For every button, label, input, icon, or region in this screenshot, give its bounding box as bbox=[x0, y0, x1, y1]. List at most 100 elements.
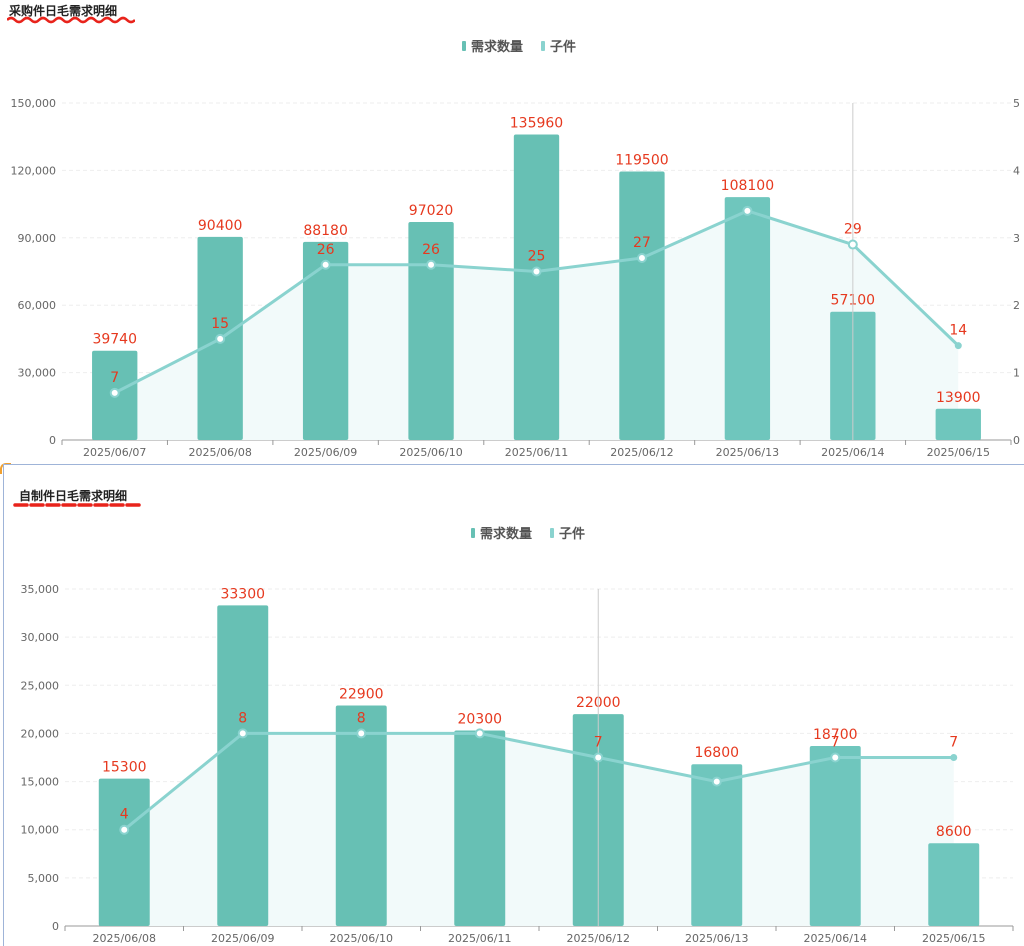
y-tick-label: 35,000 bbox=[21, 583, 60, 596]
line-point bbox=[950, 754, 958, 761]
y-tick-label: 20,000 bbox=[21, 727, 60, 740]
bar-swatch-icon bbox=[471, 527, 475, 538]
x-tick-label: 2025/06/13 bbox=[716, 446, 779, 459]
y-tick-label: 60,000 bbox=[18, 299, 57, 312]
x-tick-label: 2025/06/12 bbox=[567, 932, 630, 945]
line-point bbox=[742, 205, 753, 216]
x-tick-label: 2025/06/07 bbox=[83, 446, 146, 459]
bar-value-label: 15300 bbox=[102, 760, 147, 776]
line-point bbox=[320, 259, 331, 270]
y-tick-label: 0 bbox=[52, 920, 59, 933]
line-point bbox=[119, 824, 130, 835]
title-underline bbox=[7, 16, 135, 24]
purchased-parts-chart: 150,000 120,000 90,000 60,000 30,000 0 5 4 3 2 1 0 2… bbox=[11, 97, 1021, 459]
bar-value-label: 90400 bbox=[198, 218, 243, 234]
y2-tick-label: 2 bbox=[1013, 299, 1020, 312]
line-point bbox=[531, 266, 542, 277]
x-tick-label: 2025/06/15 bbox=[927, 446, 990, 459]
line-area bbox=[124, 733, 954, 926]
line-point bbox=[711, 776, 722, 787]
series-line bbox=[123, 731, 954, 831]
bar bbox=[928, 843, 980, 926]
chart-legend: 需求数量 子件 bbox=[471, 523, 585, 542]
bar-value-label: 16800 bbox=[694, 745, 739, 761]
legend-item-subparts[interactable]: 子件 bbox=[550, 523, 585, 542]
bar-value-label: 18700 bbox=[813, 727, 858, 743]
x-tick-label: 2025/06/14 bbox=[804, 932, 867, 945]
bar bbox=[724, 197, 771, 440]
y2-tick-label: 4 bbox=[1013, 164, 1020, 177]
line-point bbox=[636, 253, 647, 264]
line-point bbox=[474, 728, 485, 739]
bar-value-label: 119500 bbox=[615, 153, 668, 169]
legend-label: 需求数量 bbox=[471, 40, 524, 55]
line-point bbox=[593, 752, 604, 763]
x-tick-label: 2025/06/15 bbox=[922, 932, 985, 945]
bar bbox=[335, 705, 387, 926]
bar bbox=[98, 778, 150, 926]
line-value-label: 29 bbox=[844, 222, 862, 238]
legend-label: 子件 bbox=[550, 40, 577, 55]
bar bbox=[935, 408, 981, 440]
y-tick-label: 5,000 bbox=[28, 872, 60, 885]
y2-tick-label: 5 bbox=[1013, 97, 1020, 110]
x-tick-label: 2025/06/11 bbox=[448, 932, 511, 945]
line-point bbox=[356, 728, 367, 739]
manufactured-parts-chart: 35,000 30,000 25,000 20,000 15,000 10,000 5,00… bbox=[21, 583, 1014, 945]
line-swatch-icon bbox=[541, 40, 546, 51]
line-value-label: 4 bbox=[120, 807, 129, 823]
line-value-label: 14 bbox=[949, 323, 967, 339]
bar bbox=[302, 241, 349, 440]
line-point bbox=[109, 387, 120, 398]
line-point bbox=[847, 239, 858, 250]
y2-tick-label: 0 bbox=[1013, 434, 1020, 447]
bar bbox=[408, 222, 454, 440]
line-point bbox=[215, 333, 226, 344]
y-tick-label: 30,000 bbox=[21, 631, 60, 644]
bar-value-label: 33300 bbox=[220, 586, 265, 602]
y-tick-label: 15,000 bbox=[21, 776, 60, 789]
x-tick-label: 2025/06/10 bbox=[399, 446, 462, 459]
y-tick-label: 25,000 bbox=[21, 679, 60, 692]
x-tick-label: 2025/06/08 bbox=[93, 932, 156, 945]
x-tick-label: 2025/06/09 bbox=[294, 446, 357, 459]
bar-value-label: 97020 bbox=[409, 203, 454, 219]
y2-tick-label: 3 bbox=[1013, 232, 1020, 245]
line-value-label: 26 bbox=[317, 242, 335, 258]
bar bbox=[217, 605, 269, 926]
y-tick-label: 0 bbox=[49, 434, 56, 447]
bar-value-label: 20300 bbox=[457, 712, 502, 728]
bar bbox=[809, 745, 861, 926]
bar-value-label: 8600 bbox=[936, 824, 972, 840]
bar-swatch-icon bbox=[462, 40, 466, 51]
line-swatch-icon bbox=[550, 527, 555, 538]
bar-value-label: 135960 bbox=[510, 116, 563, 132]
bar-value-label: 22900 bbox=[339, 687, 384, 703]
x-tick-label: 2025/06/10 bbox=[330, 932, 393, 945]
line-value-label: 8 bbox=[357, 710, 366, 726]
legend-item-demand[interactable]: 需求数量 bbox=[471, 523, 532, 542]
bar-value-label: 39740 bbox=[92, 332, 137, 348]
bar bbox=[454, 730, 506, 926]
y2-tick-label: 1 bbox=[1013, 367, 1020, 380]
line-value-label: 8 bbox=[238, 710, 247, 726]
legend-label: 子件 bbox=[559, 527, 586, 542]
y-tick-label: 30,000 bbox=[18, 367, 57, 380]
line-value-label: 7 bbox=[594, 735, 603, 751]
bar bbox=[513, 134, 560, 440]
chart-title: 采购件日毛需求明细 bbox=[9, 4, 118, 18]
line-value-label: 7 bbox=[949, 735, 958, 751]
legend-item-demand[interactable]: 需求数量 bbox=[462, 36, 523, 55]
line-point bbox=[426, 259, 437, 270]
chart-title: 自制件日毛需求明细 bbox=[19, 489, 128, 503]
line-value-label: 26 bbox=[422, 242, 440, 258]
legend-label: 需求数量 bbox=[480, 527, 533, 542]
x-tick-label: 2025/06/09 bbox=[211, 932, 274, 945]
y-tick-label: 90,000 bbox=[18, 232, 57, 245]
manufactured-parts-panel: 自制件日毛需求明细 需求数量 子件 35,000 30,000 25,000 20,0… bbox=[3, 464, 1024, 946]
x-tick-label: 2025/06/12 bbox=[610, 446, 673, 459]
line-value-label: 7 bbox=[110, 370, 119, 386]
line-value-label: 25 bbox=[528, 249, 546, 265]
legend-item-subparts[interactable]: 子件 bbox=[541, 36, 576, 55]
line-value-label: 27 bbox=[633, 235, 651, 251]
